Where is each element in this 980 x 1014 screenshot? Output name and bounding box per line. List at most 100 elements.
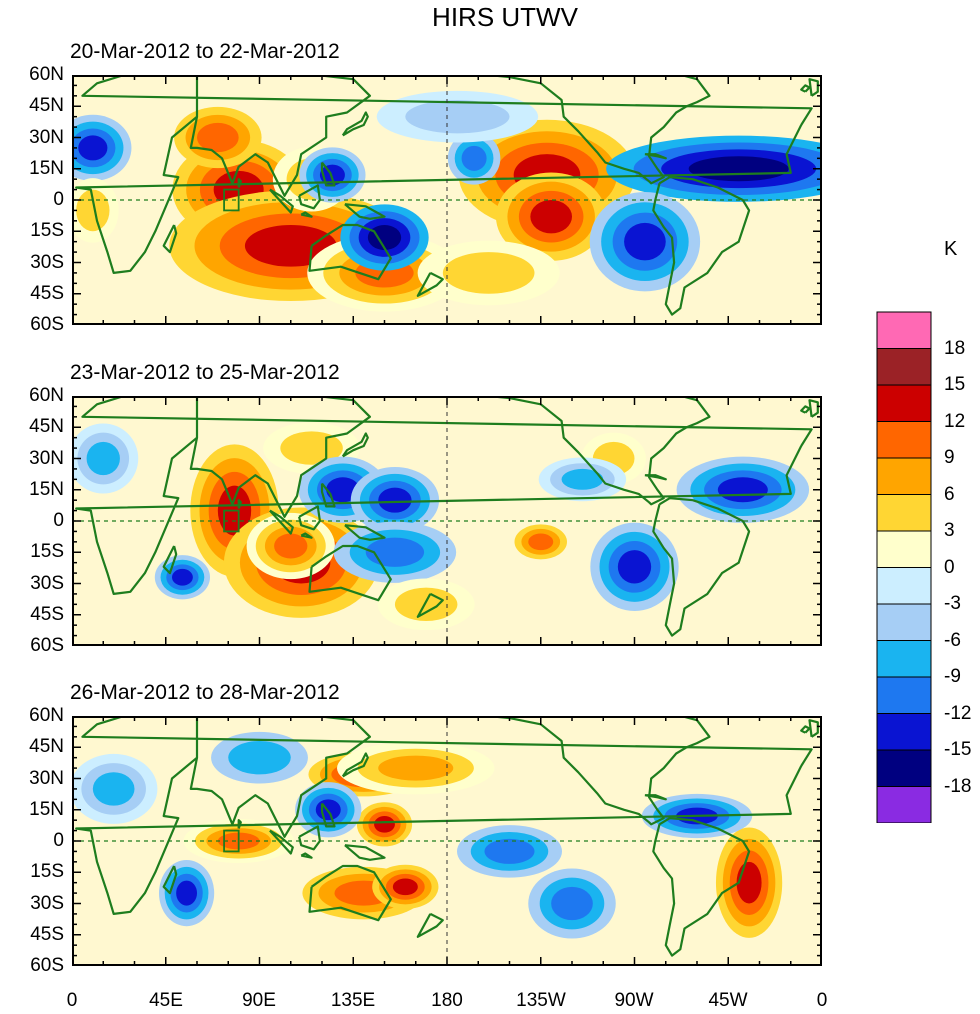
coastline [300, 532, 313, 539]
colorbar-swatch [876, 311, 932, 349]
lat-tick-label: 60N [29, 385, 64, 406]
coastline [800, 405, 811, 414]
coastline [320, 802, 336, 828]
coastline [416, 912, 444, 938]
lat-tick-label: 45S [30, 603, 64, 625]
lat-tick-label: 15S [30, 541, 64, 563]
coastline [344, 203, 386, 220]
data-blob [442, 252, 535, 294]
lat-tick-label: 60N [29, 64, 64, 85]
coastline [237, 499, 242, 509]
colorbar-tick-label: -3 [944, 593, 961, 614]
coastline [344, 524, 386, 541]
coastline [808, 719, 819, 738]
lat-tick-label: 45N [29, 416, 64, 438]
coastline [308, 544, 392, 602]
data-blob [374, 816, 395, 833]
coastline [320, 482, 336, 508]
colorbar-tick-label: -18 [944, 775, 972, 797]
lat-tick-label: 30S [30, 251, 64, 273]
colorbar-unit-label: K [944, 238, 958, 260]
coastline [800, 84, 811, 93]
colorbar-tick-label: 9 [944, 447, 955, 468]
colorbar-swatch [876, 494, 932, 532]
coastline [808, 399, 819, 418]
coastline [320, 161, 336, 187]
data-blob [394, 587, 458, 621]
lat-tick-label: 30S [30, 572, 64, 594]
colorbar-swatch [876, 603, 932, 641]
panel-title: 23-Mar-2012 to 25-Mar-2012 [70, 361, 340, 384]
data-blob [365, 537, 425, 567]
coastline [308, 223, 392, 281]
data-blob [76, 189, 110, 232]
colorbar-tick-label: -12 [944, 702, 972, 724]
coastline [308, 864, 392, 922]
coastline [652, 816, 751, 957]
field-layer [72, 716, 822, 966]
map-plot [72, 75, 822, 325]
lon-tick-label: 90W [614, 990, 654, 1011]
data-blob [172, 568, 193, 586]
coastline [162, 545, 178, 575]
map-plot [72, 396, 822, 646]
map-plot [72, 716, 822, 966]
lon-tick-label: 45E [149, 990, 183, 1011]
data-blob [197, 122, 239, 153]
coastline [189, 396, 371, 518]
lat-tick-label: 0 [53, 510, 64, 531]
coastline [75, 396, 813, 595]
coastline [75, 75, 813, 274]
colorbar-swatch [876, 384, 932, 422]
coastline [652, 175, 751, 316]
data-blob [688, 156, 789, 182]
lon-tick-label: 45W [708, 990, 748, 1011]
lat-tick-label: 60S [30, 635, 64, 656]
data-blob [228, 741, 291, 775]
colorbar-swatch [876, 640, 932, 678]
data-blob [78, 135, 108, 161]
data-blob [86, 441, 120, 476]
coastline [298, 825, 321, 851]
lat-tick-label: 45N [29, 736, 64, 758]
data-blob [319, 164, 345, 186]
lat-tick-label: 0 [53, 189, 64, 210]
colorbar-tick-label: 15 [944, 374, 966, 395]
map-panel-1 [72, 75, 822, 325]
coastline [341, 432, 369, 458]
field-layer [72, 396, 822, 646]
lon-tick-label: 0 [66, 990, 78, 1011]
colorbar-tick-label: 0 [944, 556, 955, 578]
lat-tick-label: 60S [30, 955, 64, 976]
data-blob [367, 225, 402, 250]
colorbar-tick-label: 12 [944, 410, 966, 432]
data-blob [528, 533, 554, 551]
lat-tick-label: 15S [30, 861, 64, 883]
colorbar-swatch [876, 457, 932, 495]
data-blob [176, 880, 197, 906]
lat-tick-label: 15N [29, 478, 64, 500]
map-panel-3 [72, 716, 822, 966]
data-blob [405, 100, 510, 134]
coastline [341, 111, 369, 137]
coastline [189, 75, 371, 197]
data-blob [551, 886, 593, 921]
coastline [298, 184, 321, 210]
coastline [644, 794, 667, 801]
coastline [269, 188, 294, 214]
colorbar-tick-label: 6 [944, 483, 955, 505]
lon-tick-label: 0 [816, 990, 828, 1011]
data-blob [717, 477, 768, 503]
coastline [341, 752, 369, 778]
lat-tick-label: 60S [30, 314, 64, 335]
coastline [344, 844, 386, 861]
colorbar-swatch [876, 421, 932, 459]
lat-tick-label: 15S [30, 220, 64, 242]
coastline [486, 716, 711, 826]
map-panel-2 [72, 396, 822, 646]
data-blob [378, 755, 454, 781]
lat-tick-label: 45S [30, 923, 64, 945]
colorbar-tick-label: -6 [944, 629, 961, 651]
data-blob [736, 861, 762, 904]
data-blob [274, 533, 308, 559]
